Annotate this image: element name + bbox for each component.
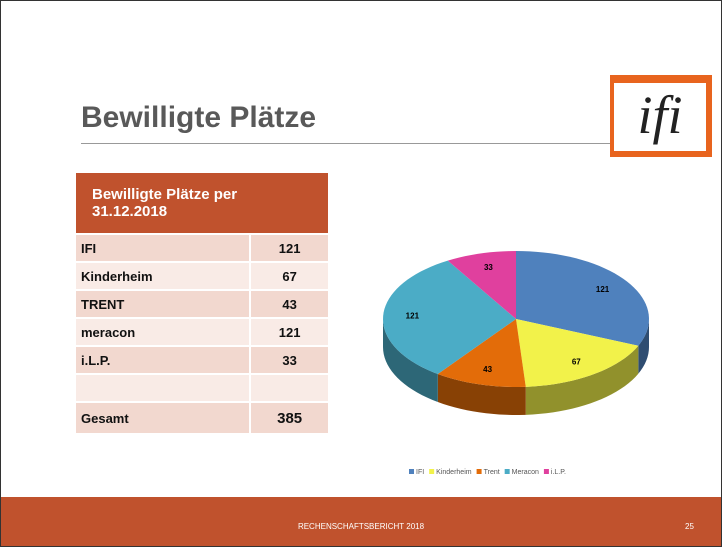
data-label: 67 xyxy=(572,357,581,366)
slice xyxy=(437,319,526,387)
legend-label: IFI xyxy=(416,469,424,476)
row-label: IFI xyxy=(76,235,250,261)
row-value: 67 xyxy=(249,263,328,289)
total-value: 385 xyxy=(249,403,328,433)
row-label: i.L.P. xyxy=(76,347,250,373)
footer: RECHENSCHAFTSBERICHT 2018 25 xyxy=(1,497,721,546)
legend-swatch xyxy=(504,469,510,474)
empty-cell xyxy=(76,375,250,401)
slice xyxy=(516,319,639,387)
legend-swatch xyxy=(476,469,482,474)
page-number: 25 xyxy=(685,522,694,531)
row-value: 121 xyxy=(249,235,328,261)
row-label: meracon xyxy=(76,319,250,345)
legend-label: Trent xyxy=(484,469,500,476)
slice xyxy=(516,251,649,346)
legend-swatch xyxy=(543,469,549,474)
table: Bewilligte Plätze per 31.12.2018 IFI 121 K… xyxy=(76,171,328,435)
slice-side xyxy=(525,345,639,415)
slide-title: Bewilligte Plätze xyxy=(81,101,317,134)
chart: 121 67 43 121 33 IFI Kinderheim Trent Meracon i.L… xyxy=(383,251,649,476)
data-label: 33 xyxy=(484,263,493,272)
data-label: 121 xyxy=(596,285,610,294)
row-label: Kinderheim xyxy=(76,263,250,289)
row-value: 43 xyxy=(249,291,328,317)
table-row: meracon 121 xyxy=(76,319,328,345)
table-row: Gesamt 385 xyxy=(76,403,328,433)
footer-text: RECHENSCHAFTSBERICHT 2018 xyxy=(297,522,425,531)
total-label: Gesamt xyxy=(76,403,250,433)
logo: ifi xyxy=(610,75,712,157)
empty-cell xyxy=(249,375,328,401)
table-row: TRENT 43 xyxy=(76,291,328,317)
logo-text: ifi xyxy=(614,83,706,151)
table-row xyxy=(76,375,328,401)
legend-swatch xyxy=(409,469,414,474)
table-row: Kinderheim 67 xyxy=(76,263,328,289)
slice-side xyxy=(383,319,438,403)
table-row: i.L.P. 33 xyxy=(76,347,328,373)
slice xyxy=(447,251,516,319)
row-value: 33 xyxy=(249,347,328,373)
legend-label: i.L.P. xyxy=(551,469,566,476)
slice-side xyxy=(437,374,526,415)
title-rule xyxy=(81,143,611,144)
data-label: 43 xyxy=(483,365,492,374)
legend-label: Meracon xyxy=(512,469,539,476)
slice-side xyxy=(638,319,649,374)
legend-swatch xyxy=(429,469,435,474)
legend-label: Kinderheim xyxy=(436,469,472,476)
table-row: IFI 121 xyxy=(76,235,328,261)
table-header: Bewilligte Plätze per 31.12.2018 xyxy=(76,173,328,233)
slice xyxy=(383,260,516,375)
row-label: TRENT xyxy=(76,291,250,317)
row-value: 121 xyxy=(249,319,328,345)
data-label: 121 xyxy=(406,312,420,321)
